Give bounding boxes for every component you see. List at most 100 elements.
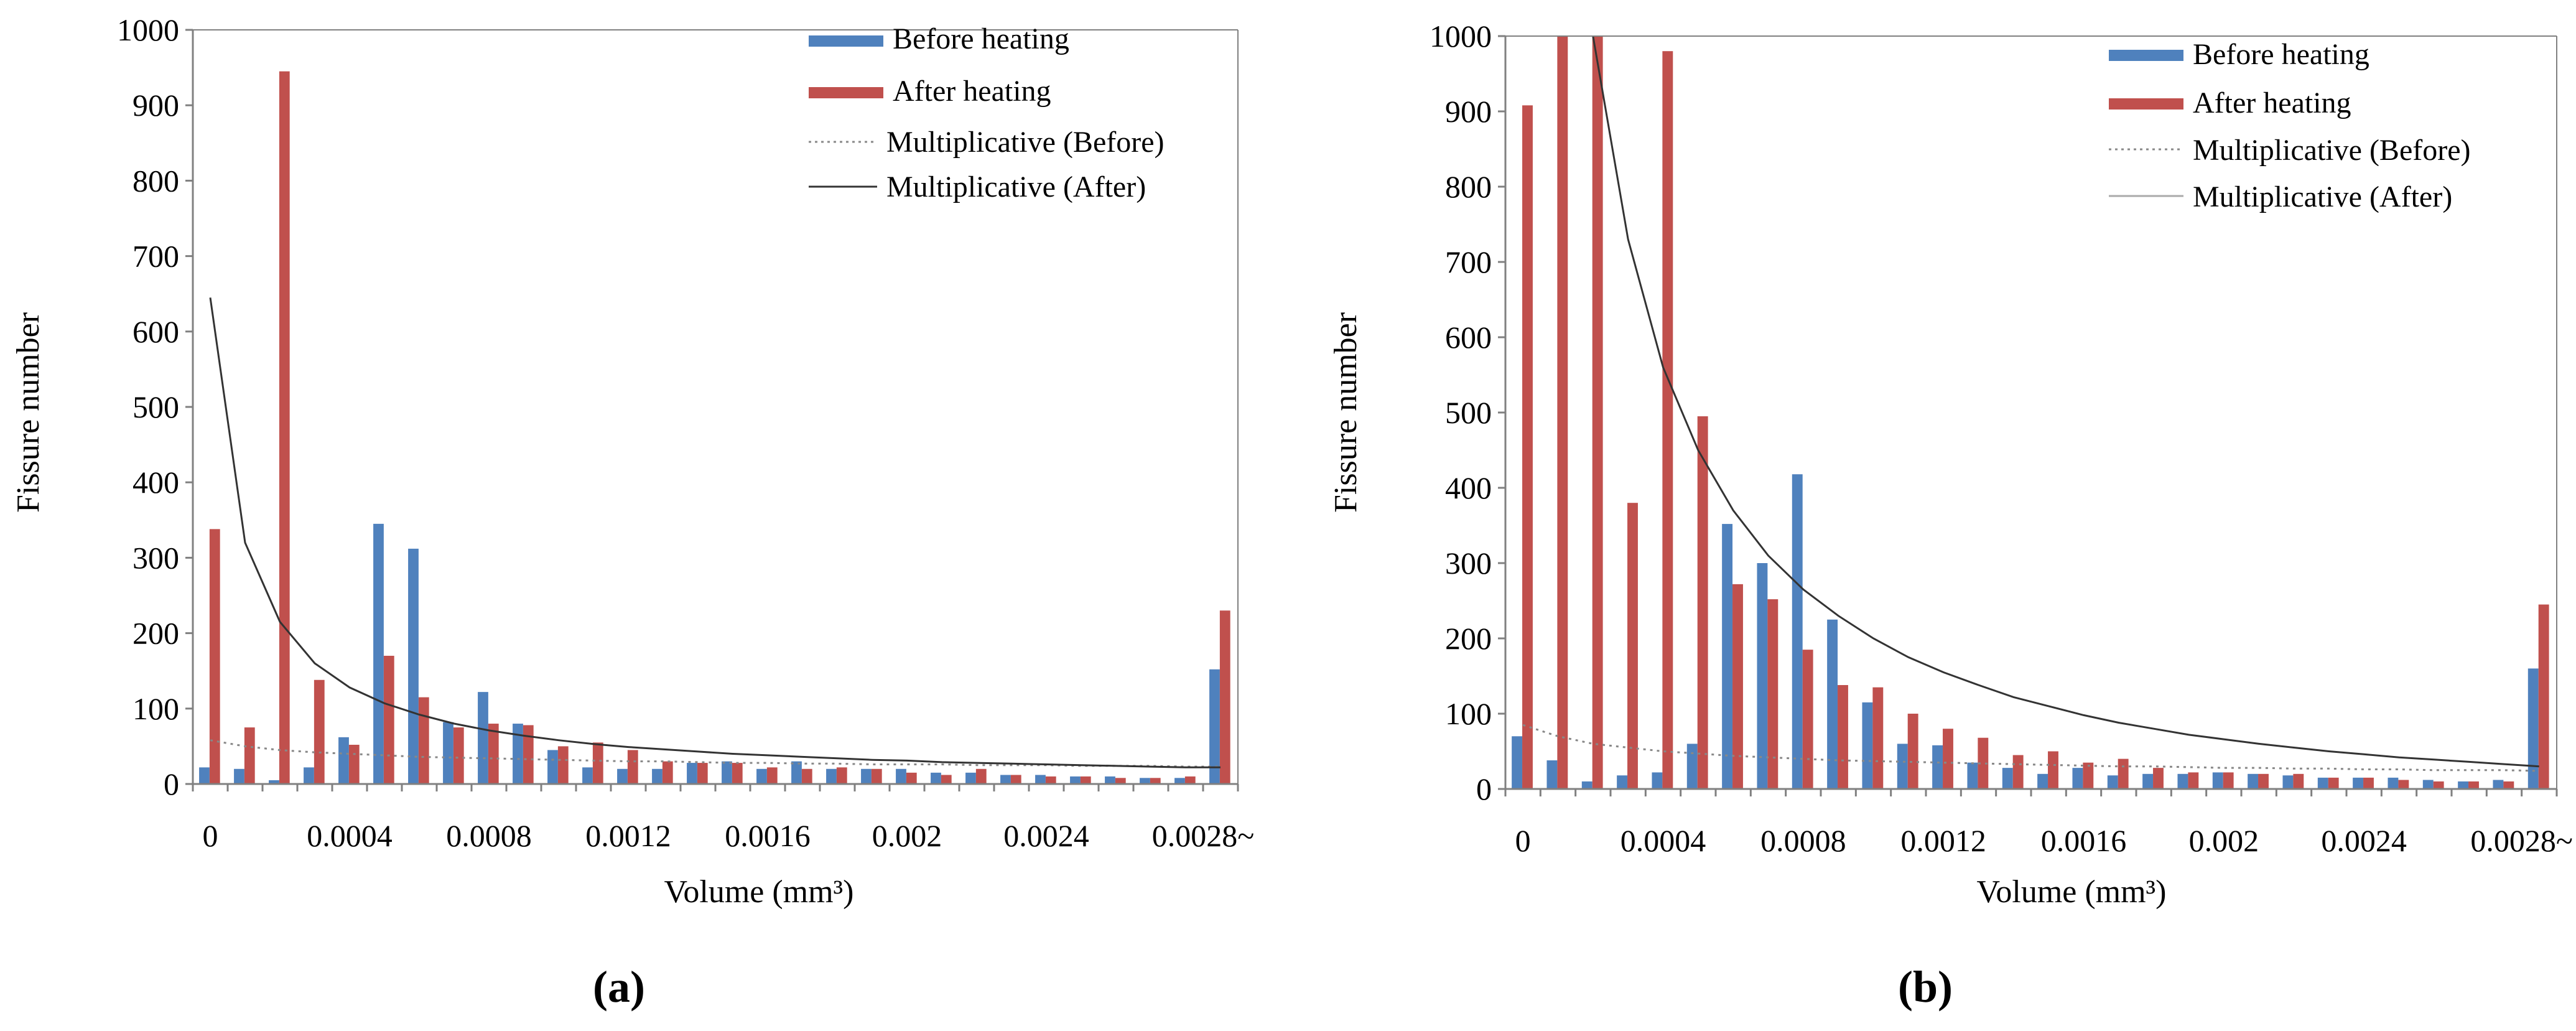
y-tick-label: 1000: [1430, 19, 1492, 54]
bar-after-heating: [1732, 584, 1743, 789]
y-tick-label: 500: [133, 390, 179, 424]
bar-after-heating: [1907, 714, 1918, 789]
panel-caption-a: (a): [593, 962, 645, 1012]
bar-after-heating: [1627, 503, 1638, 789]
y-tick-label: 1000: [117, 12, 179, 47]
bar-before-heating: [1140, 778, 1150, 784]
bar-before-heating: [2142, 773, 2154, 789]
fit-line-before: [1522, 724, 2539, 772]
bar-before-heating: [861, 768, 872, 784]
bar-before-heating: [1174, 778, 1185, 784]
bar-after-heating: [1943, 729, 1953, 789]
y-tick-label: 900: [1445, 94, 1492, 129]
legend-a: Before heating After heating Multiplicat…: [809, 22, 1165, 203]
bar-before-heating: [513, 724, 523, 784]
bar-after-heating: [1219, 610, 1230, 784]
bar-after-heating: [2012, 755, 2024, 789]
bar-before-heating: [1617, 775, 1628, 789]
panel-caption-b: (b): [1898, 962, 1953, 1012]
bar-after-heating: [1522, 105, 1533, 789]
x-tick-label: 0.0008: [1760, 823, 1846, 858]
legend-label-after-a: After heating: [893, 75, 1051, 108]
bar-after-heating: [2188, 772, 2199, 789]
bar-before-heating: [269, 780, 279, 784]
legend-label-before-b: Before heating: [2193, 38, 2369, 71]
bar-before-heating: [1792, 474, 1803, 789]
x-ticks-b: 0 0.0004 0.0008 0.0012 0.0016 0.002 0.0024 0.00…: [1504, 789, 2573, 858]
bar-after-heating: [488, 724, 499, 784]
y-tick-label: 100: [133, 691, 179, 726]
bar-after-heating: [592, 742, 603, 784]
bar-after-heating: [557, 746, 569, 784]
bar-after-heating: [2538, 604, 2549, 789]
bar-before-heating: [1932, 745, 1943, 789]
bar-after-heating: [2503, 781, 2514, 789]
x-tick-label: 0.0028~: [2470, 823, 2573, 858]
bar-before-heating: [1757, 563, 1768, 789]
y-ticks-a: 0 100 200 300 400 500 600 700 800 900 1000: [117, 12, 193, 801]
bar-before-heating: [338, 737, 349, 784]
legend-swatch-after-a: [809, 87, 883, 98]
fits-b: [1522, 36, 2539, 772]
bar-before-heating: [234, 768, 244, 784]
bar-after-heating: [244, 727, 255, 784]
bar-after-heating: [1045, 776, 1056, 784]
bar-before-heating: [2282, 775, 2294, 789]
x-tick-label: 0.002: [872, 818, 942, 853]
panel-b: Fissure number 0 100 200 300 400 500 600 700 800…: [1328, 19, 2573, 1012]
x-tick-label: 0.0024: [1003, 818, 1089, 853]
bar-after-heating: [348, 744, 360, 784]
bar-before-heating: [931, 772, 941, 784]
legend-label-after-b: After heating: [2193, 86, 2351, 119]
y-tick-label: 0: [164, 767, 179, 801]
fit-line-after: [209, 297, 1221, 768]
bar-after-heating: [2363, 777, 2374, 789]
bar-before-heating: [2177, 773, 2188, 789]
bar-before-heating: [1035, 775, 1046, 784]
bar-after-heating: [1978, 737, 1989, 789]
bar-after-heating: [523, 725, 534, 784]
bar-before-heating: [443, 722, 453, 784]
fits-a: [209, 297, 1221, 768]
bar-after-heating: [1557, 36, 1568, 789]
x-tick-label: 0.0016: [725, 818, 811, 853]
bar-after-heating: [1184, 776, 1196, 784]
bar-before-heating: [2002, 768, 2013, 789]
bar-after-heating: [2083, 762, 2094, 789]
bar-after-heating: [2398, 780, 2409, 789]
y-tick-label: 300: [133, 540, 179, 575]
legend-swatch-before-b: [2109, 50, 2183, 61]
bar-before-heating: [826, 768, 837, 784]
y-tick-label: 300: [1445, 546, 1492, 581]
fit-clip-a: [199, 71, 1230, 784]
y-tick-label: 800: [1445, 169, 1492, 204]
bar-after-heating: [1697, 416, 1708, 789]
bar-before-heating: [1209, 669, 1220, 784]
y-tick-label: 900: [133, 88, 179, 123]
bar-after-heating: [975, 768, 987, 784]
bar-before-heating: [652, 768, 663, 784]
bar-after-heating: [453, 727, 464, 784]
y-tick-label: 700: [1445, 245, 1492, 279]
legend-label-fit-after-b: Multiplicative (After): [2193, 180, 2452, 213]
y-tick-label: 700: [133, 239, 179, 274]
bar-after-heating: [1662, 51, 1673, 789]
y-tick-label: 200: [1445, 621, 1492, 656]
y-tick-label: 100: [1445, 696, 1492, 731]
bar-before-heating: [756, 768, 767, 784]
bar-after-heating: [1150, 778, 1161, 784]
bar-after-heating: [2258, 773, 2269, 789]
bar-before-heating: [2388, 777, 2399, 789]
legend-b: Before heating After heating Multiplicat…: [2109, 38, 2471, 213]
bar-after-heating: [2118, 758, 2129, 789]
bar-before-heating: [722, 761, 732, 784]
panel-a: Fissure number 0 100 200 300 400 500 600 700 800…: [11, 12, 1254, 1012]
legend-label-before-a: Before heating: [893, 22, 1069, 55]
bar-before-heating: [1546, 760, 1558, 789]
x-axis-label-a: Volume (mm³): [664, 874, 854, 910]
x-tick-label: 0.0004: [1620, 823, 1706, 858]
bar-after-heating: [662, 761, 673, 784]
y-tick-label: 500: [1445, 395, 1492, 430]
bar-before-heating: [304, 767, 314, 784]
